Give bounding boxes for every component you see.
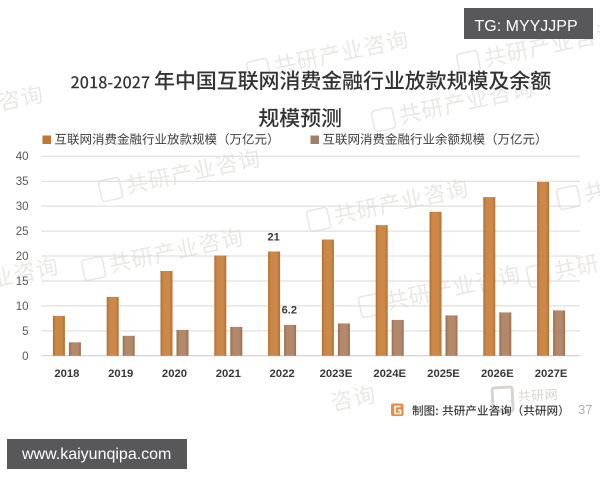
svg-text:2020: 2020 [162, 368, 187, 380]
svg-text:0: 0 [22, 351, 28, 363]
svg-text:2022: 2022 [270, 368, 295, 380]
svg-text:2018: 2018 [54, 368, 79, 380]
svg-text:5: 5 [22, 326, 28, 338]
svg-text:2027E: 2027E [535, 368, 568, 380]
svg-text:2025E: 2025E [427, 368, 460, 380]
svg-text:2026E: 2026E [481, 368, 514, 380]
svg-text:2019: 2019 [108, 368, 133, 380]
svg-text:21: 21 [267, 232, 279, 244]
svg-text:37: 37 [578, 402, 592, 417]
svg-text:6.2: 6.2 [282, 305, 297, 317]
svg-text:30: 30 [16, 201, 29, 213]
svg-text:25: 25 [16, 226, 29, 238]
svg-text:40: 40 [16, 151, 29, 163]
svg-text:15: 15 [16, 276, 29, 288]
svg-text:10: 10 [16, 301, 29, 313]
svg-text:2021: 2021 [216, 368, 241, 380]
svg-text:2023E: 2023E [320, 368, 353, 380]
svg-text:35: 35 [16, 176, 29, 188]
svg-text:20: 20 [16, 251, 29, 263]
svg-text:2024E: 2024E [373, 368, 406, 380]
